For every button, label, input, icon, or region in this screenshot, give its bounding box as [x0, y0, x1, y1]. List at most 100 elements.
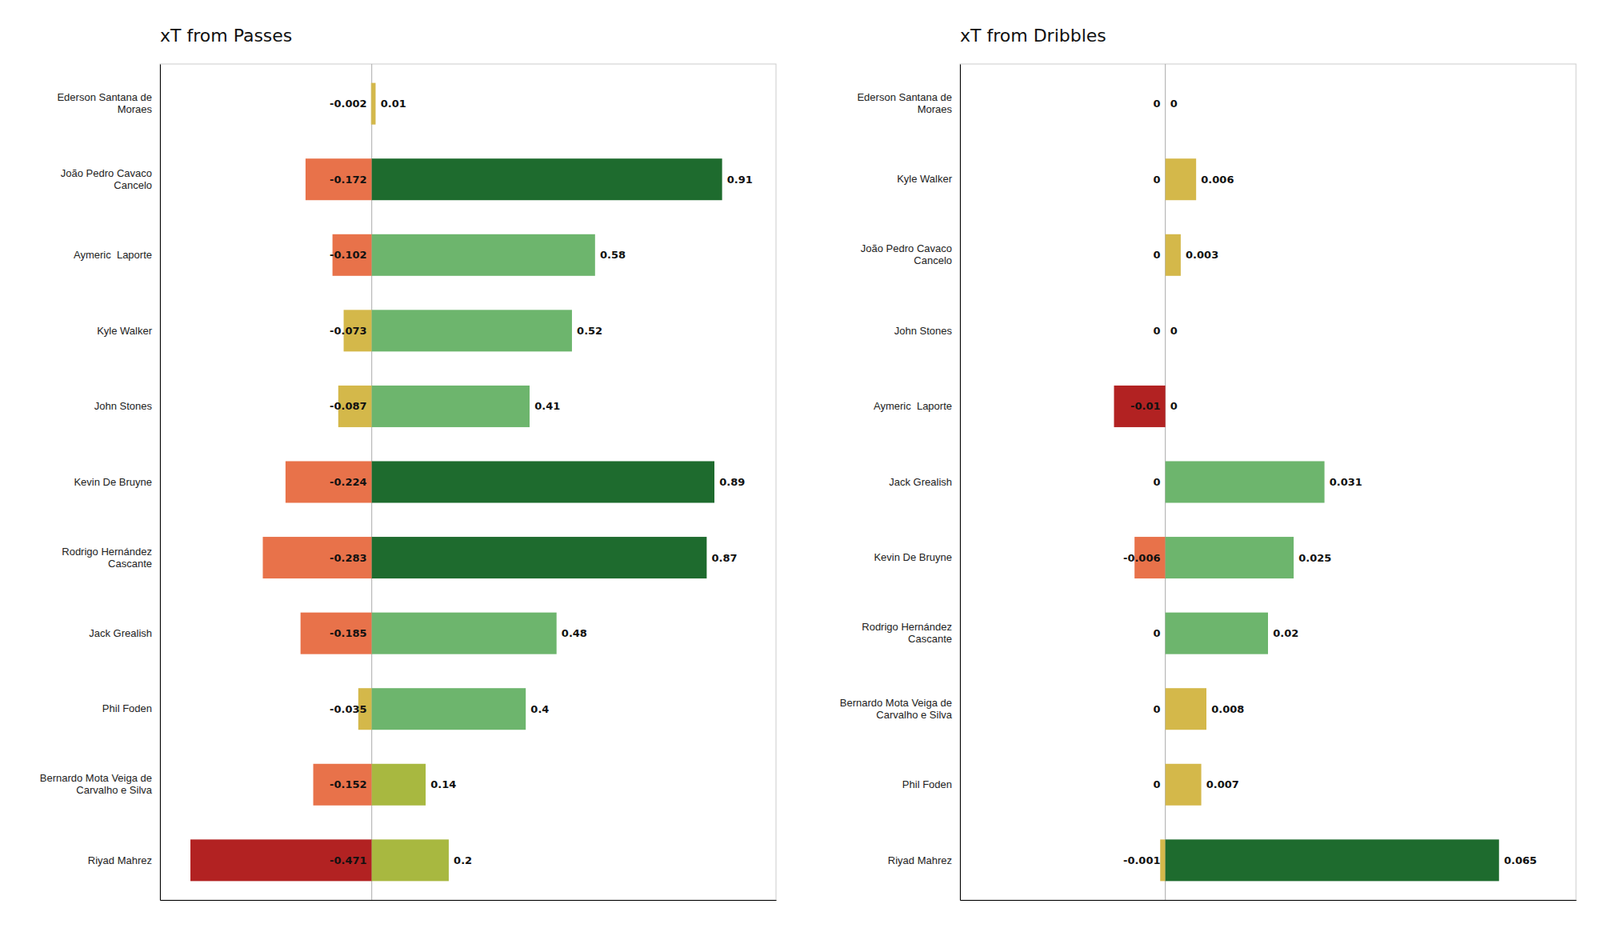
bar: [1160, 839, 1165, 881]
chart-title: xT from Dribbles: [960, 25, 1107, 46]
y-axis: Ederson Santana deMoraes João Pedro Cavac…: [40, 64, 161, 901]
y-tick-label: Bernardo Mota Veiga deCarvalho e Silva: [840, 696, 953, 721]
data-label: -0.102: [329, 248, 368, 261]
y-tick: Rodrigo HernándezCascante: [61, 545, 152, 570]
y-tick: Riyad Mahrez: [88, 854, 152, 867]
bars: [1114, 64, 1500, 900]
data-label: -0.283: [329, 552, 368, 564]
bar: [285, 460, 372, 503]
data-label: 0: [1152, 324, 1160, 337]
y-tick: Kyle Walker: [896, 172, 953, 185]
data-label: 0: [1170, 324, 1178, 337]
bar: [372, 309, 572, 352]
data-label: 0: [1170, 400, 1178, 412]
x-axis: [160, 900, 777, 901]
y-axis: Ederson Santana deMoraes Kyle Walker João …: [840, 64, 961, 901]
bar: [305, 158, 372, 200]
data-label: 0: [1152, 703, 1160, 716]
y-tick-label: Kyle Walker: [96, 324, 153, 337]
data-label: 0: [1152, 173, 1160, 186]
data-label: 0.008: [1211, 703, 1244, 716]
bar: [1164, 83, 1166, 125]
data-label: 0.02: [1272, 627, 1299, 640]
y-tick: Bernardo Mota Veiga deCarvalho e Silva: [840, 696, 953, 721]
data-label: 0.031: [1329, 476, 1363, 488]
data-label: 0: [1152, 778, 1160, 791]
data-label: 0: [1152, 476, 1160, 488]
data-label: -0.001: [1123, 854, 1161, 867]
bar: [1164, 83, 1166, 125]
data-label: 0.4: [530, 703, 549, 716]
series: [1114, 385, 1166, 881]
bar: [372, 612, 557, 655]
y-tick-label: João Pedro CavacoCancelo: [60, 167, 152, 192]
y-tick: Kevin De Bruyne: [73, 476, 152, 488]
data-label: 0.48: [561, 627, 588, 640]
data-label: -0.185: [329, 627, 368, 640]
data-label: -0.152: [329, 778, 368, 791]
y-tick-label: Kevin De Bruyne: [73, 476, 152, 488]
data-label: 0.58: [600, 248, 626, 261]
x-axis-line: [160, 900, 777, 901]
data-label: -0.035: [329, 703, 368, 716]
data-label: 0.01: [380, 97, 407, 110]
chart-canvas: -0.002-0.172-0.102-0.073-0.087-0.224-0.2…: [0, 0, 1600, 940]
data-label: 0: [1152, 627, 1160, 640]
y-tick: Kyle Walker: [96, 324, 153, 337]
data-labels: 0000-0.010-0.006000-0.00100.0060.003000.…: [1123, 97, 1537, 867]
bar: [372, 460, 715, 503]
bar: [372, 385, 530, 428]
data-label: 0: [1152, 97, 1160, 110]
y-tick: Riyad Mahrez: [888, 854, 952, 867]
bar: [372, 234, 596, 276]
data-label: -0.471: [329, 854, 368, 867]
data-label: 0.91: [727, 173, 753, 186]
bar: [1114, 385, 1166, 428]
y-axis-line: [160, 64, 161, 901]
data-label: 0: [1170, 97, 1178, 110]
data-label: 0.025: [1298, 552, 1332, 564]
y-tick: Jack Grealish: [88, 627, 152, 640]
y-tick: João Pedro CavacoCancelo: [860, 242, 952, 267]
bar: [372, 536, 708, 579]
y-tick: Aymeric Laporte: [873, 400, 952, 412]
y-tick-label: John Stones: [94, 400, 153, 412]
y-tick: João Pedro CavacoCancelo: [60, 167, 152, 192]
y-tick: Ederson Santana deMoraes: [56, 91, 152, 116]
y-tick-label: Rodrigo HernándezCascante: [861, 620, 952, 645]
y-tick-label: Jack Grealish: [88, 627, 152, 640]
panel: -0.002-0.172-0.102-0.073-0.087-0.224-0.2…: [40, 25, 777, 901]
series: [190, 83, 372, 882]
bar: [190, 839, 372, 881]
y-tick-label: Kevin De Bruyne: [873, 551, 952, 564]
bars: [190, 64, 723, 900]
data-label: 0.003: [1185, 248, 1219, 261]
y-tick-label: Aymeric Laporte: [873, 400, 952, 412]
bar: [1164, 309, 1166, 352]
series: [372, 83, 723, 882]
y-tick: Kevin De Bruyne: [873, 551, 952, 564]
panel: 0000-0.010-0.006000-0.00100.0060.003000.…: [840, 25, 1577, 901]
bar: [372, 83, 376, 125]
y-tick-label: Phil Foden: [102, 702, 152, 715]
data-label: -0.087: [329, 400, 368, 412]
y-tick-label: João Pedro CavacoCancelo: [860, 242, 952, 267]
y-tick-label: Ederson Santana deMoraes: [856, 91, 952, 116]
bar: [1165, 158, 1197, 200]
data-label: -0.002: [329, 97, 368, 110]
bar: [1165, 460, 1325, 503]
x-axis: [960, 900, 1577, 901]
y-tick: John Stones: [894, 324, 953, 337]
bar: [1165, 839, 1500, 881]
data-label: 0.007: [1206, 778, 1240, 791]
data-label: 0: [1152, 248, 1160, 261]
data-label: 0.41: [534, 400, 560, 412]
bar: [1164, 385, 1166, 428]
bar: [300, 612, 372, 655]
data-label: 0.2: [453, 854, 472, 867]
data-label: 0.89: [719, 476, 745, 488]
bar: [372, 839, 449, 881]
y-tick-label: Riyad Mahrez: [88, 854, 152, 867]
y-tick: Phil Foden: [902, 778, 952, 791]
y-tick: Bernardo Mota Veiga deCarvalho e Silva: [40, 772, 153, 796]
